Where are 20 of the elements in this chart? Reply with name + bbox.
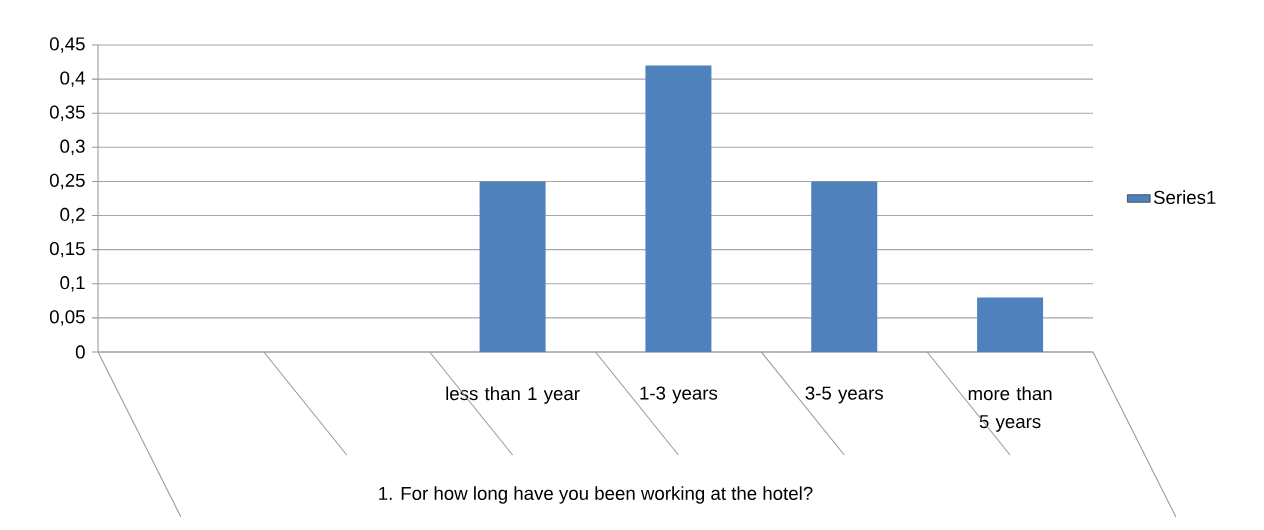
x-tick-label: less than 1 year <box>446 386 580 404</box>
bar <box>645 65 712 352</box>
x-tick-label: 3-5 years <box>805 386 883 404</box>
y-tick-label: 0 <box>75 345 85 359</box>
y-tick-label: 0,4 <box>60 71 85 87</box>
x-tick-label: more than 5 years <box>968 386 1052 432</box>
y-tick-label: 0,05 <box>49 310 85 326</box>
bar <box>977 297 1044 352</box>
y-tick-label: 0,3 <box>60 139 85 156</box>
x-tick-label: 1-3 years <box>640 386 718 404</box>
bar <box>479 181 546 352</box>
legend-label: Series1 <box>1153 190 1216 205</box>
y-tick-label: 0,15 <box>49 241 85 258</box>
y-tick-label: 0,45 <box>49 37 85 53</box>
bar <box>811 181 878 352</box>
y-tick-label: 0,25 <box>49 173 85 190</box>
y-tick-label: 0,2 <box>60 207 85 224</box>
y-tick-label: 0,1 <box>60 276 85 292</box>
y-tick-label: 0,35 <box>49 105 85 121</box>
x-axis-title: 1. For how long have you been working at the hotel? <box>379 486 813 504</box>
